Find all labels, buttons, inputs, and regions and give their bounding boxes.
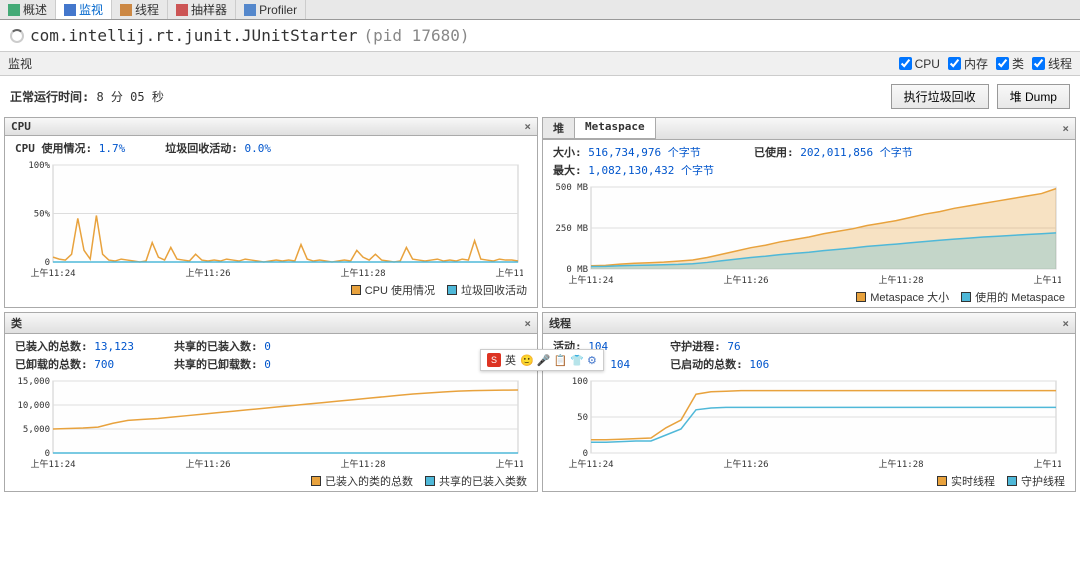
uptime-label: 正常运行时间: (10, 90, 89, 104)
tab-Profiler[interactable]: Profiler (236, 0, 306, 19)
svg-text:0 MB: 0 MB (566, 265, 588, 275)
legend-item: Metaspace 大小 (856, 289, 949, 305)
svg-text:15,000: 15,000 (17, 377, 50, 387)
sogou-icon: S (487, 353, 501, 367)
svg-text:上午11:30: 上午11:30 (495, 458, 523, 470)
classes-panel: 类× 已装入的总数: 13,123 已卸载的总数: 700 共享的已装入数: 0… (4, 312, 538, 492)
svg-text:5,000: 5,000 (23, 425, 50, 435)
svg-text:上午11:30: 上午11:30 (1033, 274, 1061, 286)
legend-item: 垃圾回收活动 (447, 282, 527, 298)
svg-text:250 MB: 250 MB (555, 224, 588, 234)
cpu-panel: CPU× CPU 使用情况: 1.7% 垃圾回收活动: 0.0% 100%50%… (4, 117, 538, 308)
heap-tab-Metaspace[interactable]: Metaspace (575, 118, 656, 138)
legend-item: 共享的已装入类数 (425, 473, 527, 489)
close-icon[interactable]: × (1062, 317, 1069, 330)
cpu-chart: 100% 50% 0上午11:24 上午11:26 上午11:28 上午11:30 (13, 160, 523, 280)
check-CPU[interactable]: CPU (899, 55, 940, 72)
svg-text:上午11:24: 上午11:24 (30, 267, 75, 279)
threads-panel: 线程× 活动: 104 实时峰值: 104 守护进程: 76 已启动的总数: 1… (542, 312, 1076, 492)
close-icon[interactable]: × (1062, 122, 1069, 135)
main-tabs: 概述监视线程抽样器Profiler (0, 0, 1080, 20)
svg-text:100%: 100% (28, 161, 50, 171)
monitor-checks: CPU 内存类线程 (899, 55, 1072, 72)
tab-抽样器[interactable]: 抽样器 (168, 0, 236, 19)
svg-text:上午11:26: 上午11:26 (723, 458, 768, 470)
svg-text:10,000: 10,000 (17, 401, 50, 411)
svg-text:上午11:28: 上午11:28 (878, 458, 923, 470)
classes-title: 类 (11, 315, 22, 331)
heap-dump-button[interactable]: 堆 Dump (997, 84, 1070, 109)
svg-text:上午11:26: 上午11:26 (185, 267, 230, 279)
legend-item: 使用的 Metaspace (961, 289, 1065, 305)
uptime-value: 8 分 05 秒 (96, 90, 163, 104)
legend-item: 守护线程 (1007, 473, 1065, 489)
cpu-title: CPU (11, 120, 31, 133)
heap-tab-堆[interactable]: 堆 (543, 118, 575, 138)
svg-text:上午11:30: 上午11:30 (1033, 458, 1061, 470)
svg-text:50%: 50% (34, 210, 51, 220)
svg-text:0: 0 (45, 449, 50, 459)
svg-text:上午11:28: 上午11:28 (340, 267, 385, 279)
legend-item: 实时线程 (937, 473, 995, 489)
tab-概述[interactable]: 概述 (0, 0, 56, 19)
svg-text:上午11:30: 上午11:30 (495, 267, 523, 279)
tab-监视[interactable]: 监视 (56, 0, 112, 19)
heap-panel: 堆Metaspace × 大小: 516,734,976 个字节 最大: 1,0… (542, 117, 1076, 308)
app-class: com.intellij.rt.junit.JUnitStarter (30, 26, 358, 45)
svg-text:100: 100 (572, 377, 588, 387)
close-icon[interactable]: × (524, 120, 531, 133)
svg-text:500 MB: 500 MB (555, 183, 588, 193)
check-线程[interactable]: 线程 (1032, 55, 1072, 72)
threads-chart: 100 50 0上午11:24 上午11:26 上午11:28 上午11:30 (551, 376, 1061, 471)
threads-title: 线程 (549, 315, 571, 331)
svg-text:上午11:26: 上午11:26 (185, 458, 230, 470)
svg-text:上午11:28: 上午11:28 (340, 458, 385, 470)
svg-text:0: 0 (45, 258, 50, 268)
toolbar-label: 监视 (8, 55, 32, 72)
heap-chart: 500 MB 250 MB 0 MB上午11:24 上午11:26 上午11:28 上午1… (551, 182, 1061, 287)
svg-text:上午11:28: 上午11:28 (878, 274, 923, 286)
svg-text:上午11:24: 上午11:24 (30, 458, 75, 470)
legend-item: CPU 使用情况 (351, 282, 435, 298)
close-icon[interactable]: × (524, 317, 531, 330)
app-pid: (pid 17680) (364, 26, 470, 45)
svg-text:上午11:26: 上午11:26 (723, 274, 768, 286)
toolbar: 监视 CPU 内存类线程 (0, 51, 1080, 76)
svg-text:上午11:24: 上午11:24 (568, 458, 613, 470)
check-内存[interactable]: 内存 (948, 55, 988, 72)
ime-toolbar[interactable]: S 英 🙂 🎤 📋 👕 ⚙ (480, 349, 604, 371)
check-类[interactable]: 类 (996, 55, 1024, 72)
legend-item: 已装入的类的总数 (311, 473, 413, 489)
svg-text:上午11:24: 上午11:24 (568, 274, 613, 286)
gc-button[interactable]: 执行垃圾回收 (891, 84, 989, 109)
uptime-row: 正常运行时间: 8 分 05 秒 执行垃圾回收 堆 Dump (0, 76, 1080, 117)
app-title: com.intellij.rt.junit.JUnitStarter (pid … (0, 20, 1080, 51)
svg-text:50: 50 (577, 413, 588, 423)
classes-chart: 15,000 10,000 5,000 0上午11:24 上午11:26 上午11:28 上… (13, 376, 523, 471)
tab-线程[interactable]: 线程 (112, 0, 168, 19)
svg-text:0: 0 (583, 449, 588, 459)
spinner-icon (10, 29, 24, 43)
